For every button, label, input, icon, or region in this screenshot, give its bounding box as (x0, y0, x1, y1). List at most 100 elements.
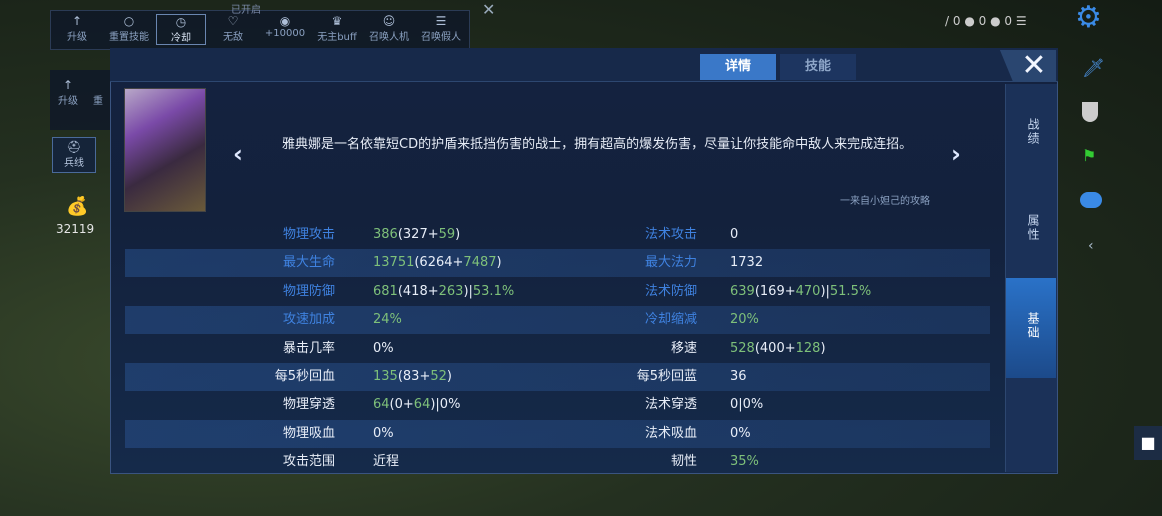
stat-value: 1732 (730, 249, 763, 277)
tool-item[interactable]: ↑ 升级 (52, 14, 102, 43)
tool-item[interactable]: ◉ +10000 (260, 14, 310, 39)
stat-value-part: (418+ (397, 283, 439, 299)
hero-portrait (124, 88, 206, 212)
prev-arrow-icon[interactable]: ‹ (233, 140, 243, 168)
person-icon: ☺ (382, 14, 396, 28)
flag-icon[interactable]: ⚑ (1082, 146, 1097, 165)
stat-value-part: 0|0% (730, 397, 764, 413)
stat-label: 法术攻击 (644, 227, 697, 242)
stat-value-part: 0% (373, 425, 394, 441)
tool-item[interactable]: ◷ 冷却 (156, 14, 206, 45)
tool-label: +10000 (264, 28, 306, 39)
stat-value-part: 13751 (373, 255, 415, 271)
stat-value-part: (400+ (754, 340, 796, 356)
training-toolbar: 已开启 (50, 5, 470, 50)
stat-value: 36 (730, 363, 747, 391)
stat-row: 物理吸血 0% 法术吸血 0% (125, 419, 990, 448)
stat-value-part: 0 (730, 227, 739, 242)
stat-label: 物理吸血 (282, 425, 335, 441)
tool-item[interactable]: ○ 重置技能 (104, 14, 154, 43)
stat-value-part: 1732 (730, 255, 764, 271)
tool-label: 冷却 (171, 33, 191, 44)
stat-label: 攻击范围 (282, 454, 335, 470)
refresh-icon: ○ (123, 14, 135, 28)
stat-label: 每5秒回血 (274, 369, 335, 384)
stat-row: 物理穿透 64(0+64)|0% 法术穿透 0|0% (125, 391, 990, 419)
helmet-icon: ⛑ (66, 140, 82, 154)
tool-label: 召唤人机 (369, 32, 409, 43)
stat-label: 攻速加成 (282, 312, 335, 328)
stat-value-part: 64 (373, 397, 390, 413)
stat-row: 每5秒回血 135(83+52) 每5秒回蓝 36 (125, 363, 990, 391)
stat-label: 最大生命 (282, 255, 335, 271)
stat-label: 法术吸血 (644, 425, 697, 441)
stat-value-part: 近程 (373, 454, 400, 470)
back-chevron-icon[interactable]: ‹ (1088, 238, 1094, 254)
arrow-up-icon: ↑ (62, 78, 74, 92)
side-tab-attributes[interactable]: 属性 (1026, 214, 1040, 242)
stat-label: 每5秒回蓝 (636, 369, 697, 384)
stat-value: 35% (730, 448, 759, 476)
record-camera-icon[interactable]: ■ (1134, 426, 1162, 460)
clock-icon: ◷ (175, 15, 187, 29)
stat-value-part: 528 (730, 340, 755, 356)
stat-value-part: 135 (373, 369, 398, 384)
sword-shop-icon[interactable]: 🗡 (1082, 58, 1105, 79)
tool-item[interactable]: ♛ 无主buff (312, 14, 362, 43)
stat-value: 0|0% (730, 391, 763, 419)
stat-value-part: 386 (373, 227, 398, 242)
minions-button[interactable]: ⛑ 兵线 (52, 137, 96, 173)
stat-value-part: (83+ (397, 369, 431, 384)
stat-label: 冷却缩减 (644, 312, 697, 328)
tool-reset-2[interactable]: 重 (93, 96, 103, 107)
tool-label: 重置技能 (109, 32, 149, 43)
stat-value-part: (0+ (389, 397, 414, 413)
stat-label: 法术防御 (644, 283, 697, 299)
stat-value-part: 128 (795, 340, 821, 356)
stat-value: 386(327+59) (373, 221, 460, 249)
stat-row: 物理攻击 386(327+59) 法术攻击 0 (125, 221, 990, 249)
tool-item[interactable]: ♡ 无敌 (208, 14, 258, 43)
crown-icon: ♛ (331, 14, 343, 28)
stat-value-part: 263 (438, 283, 464, 299)
side-tab-record[interactable]: 战绩 (1026, 118, 1040, 146)
next-arrow-icon[interactable]: › (951, 140, 961, 168)
side-tab-basic[interactable]: 基础 (1026, 312, 1040, 340)
stat-value-part: 52 (430, 369, 447, 384)
stat-value-part: 53.1% (472, 283, 515, 299)
kda-status: / 0 ● 0 ● 0 ☰ (945, 14, 1027, 28)
stat-value: 0% (373, 335, 394, 363)
side-tab-active-bg (1006, 278, 1056, 378)
stat-value-part: 681 (373, 283, 398, 299)
tab-skills[interactable]: 技能 (780, 54, 856, 80)
stat-row: 最大生命 13751(6264+7487) 最大法力 1732 (125, 249, 990, 278)
settings-gear-icon[interactable]: ⚙ (1075, 0, 1102, 35)
stat-value: 近程 (373, 448, 399, 476)
stat-value: 24% (373, 306, 402, 334)
tool-label: 召唤假人 (421, 32, 461, 43)
stat-value-part: 64 (413, 397, 431, 413)
stat-value: 20% (730, 306, 759, 334)
stat-row: 攻速加成 24% 冷却缩减 20% (125, 306, 990, 335)
stat-value: 0 (730, 221, 738, 249)
close-icon: ✕ (1021, 48, 1047, 83)
minimize-button[interactable]: ✕ (482, 0, 496, 19)
stat-value: 13751(6264+7487) (373, 249, 502, 277)
shield-icon[interactable] (1082, 102, 1098, 122)
stat-value: 64(0+64)|0% (373, 391, 460, 419)
stat-label: 法术穿透 (644, 397, 697, 413)
gold-amount: 32119 (56, 222, 95, 236)
gold-bag-icon: 💰 (66, 196, 89, 217)
tool-label: 升级 (67, 32, 87, 43)
chat-icon[interactable] (1080, 192, 1102, 208)
guide-credit[interactable]: 一来自小妲己的攻略 (840, 196, 930, 207)
stat-value-part: (327+ (397, 227, 439, 242)
sword-icon: / (945, 14, 950, 28)
stat-value-part: 36 (730, 369, 747, 384)
tool-item[interactable]: ☺ 召唤人机 (364, 14, 414, 43)
tool-level-up-2[interactable]: ↑ 升级 (50, 78, 86, 107)
stat-value-part: 59 (438, 227, 456, 242)
stat-value-part: 51.5% (829, 283, 872, 299)
tool-item[interactable]: ☰ 召唤假人 (416, 14, 466, 43)
tab-details[interactable]: 详情 (700, 54, 776, 80)
